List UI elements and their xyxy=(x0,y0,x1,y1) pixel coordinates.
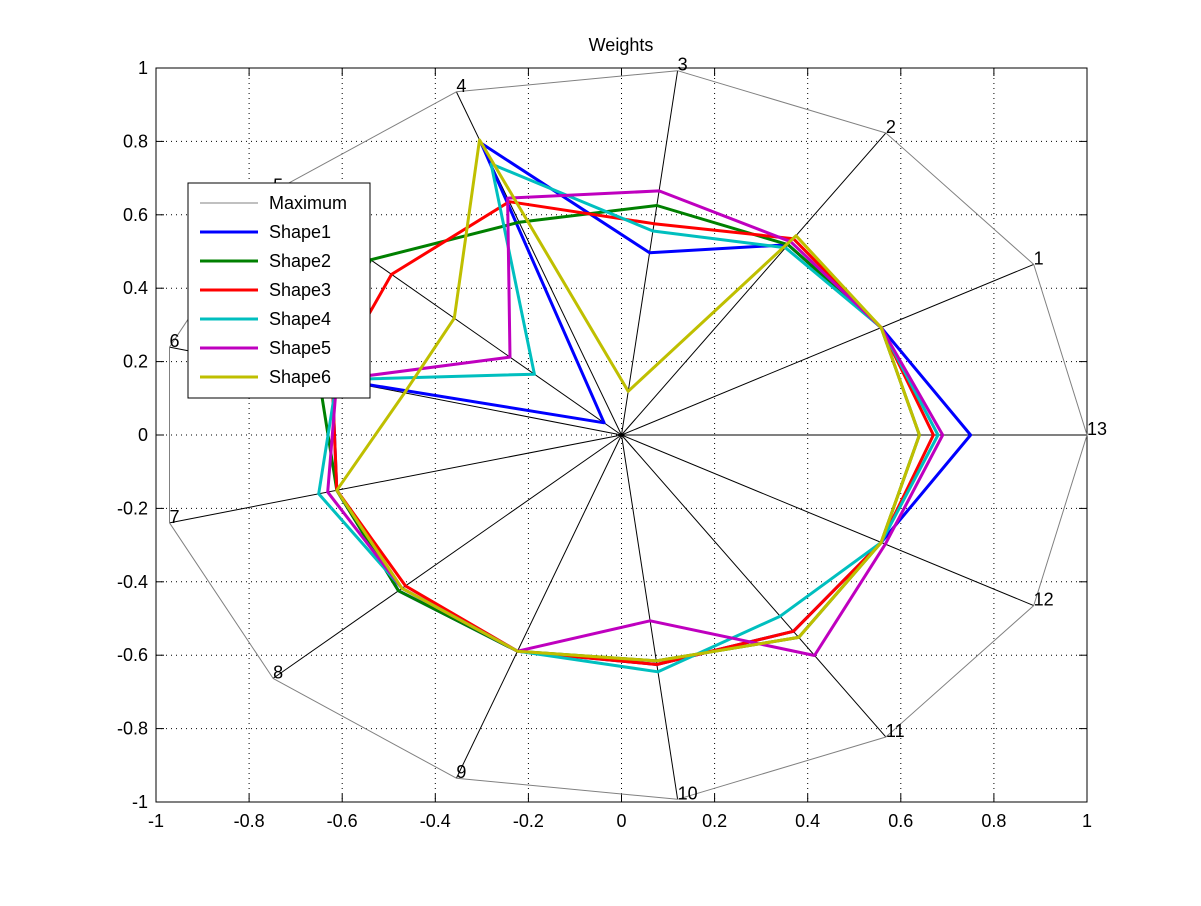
y-tick-labels: -1 -0.8 -0.6 -0.4 -0.2 0 0.2 0.4 0.6 0.8 1 xyxy=(117,58,148,812)
legend-label-shape2: Shape2 xyxy=(269,251,331,271)
radar-spoke xyxy=(621,434,679,800)
x-tick-label: -0.4 xyxy=(420,811,451,831)
spoke-label: 2 xyxy=(886,117,896,137)
y-tick-label: 0.6 xyxy=(123,205,148,225)
radar-spoke xyxy=(621,434,887,738)
legend-label-shape5: Shape5 xyxy=(269,338,331,358)
spoke-label: 3 xyxy=(678,55,688,75)
series-line-shape5 xyxy=(326,189,945,657)
spoke-label: 6 xyxy=(170,331,180,351)
x-tick-label: 0 xyxy=(616,811,626,831)
spoke-labels: 12345678910111213 xyxy=(170,55,1108,804)
spoke-label: 8 xyxy=(273,662,283,682)
x-tick-label: -0.8 xyxy=(234,811,265,831)
y-tick-label: 0.2 xyxy=(123,352,148,372)
radar-spoke xyxy=(272,434,622,679)
x-tick-label: -0.2 xyxy=(513,811,544,831)
x-tick-labels: -1 -0.8 -0.6 -0.4 -0.2 0 0.2 0.4 0.6 0.8 1 xyxy=(148,811,1092,831)
y-tick-label: 0.8 xyxy=(123,131,148,151)
spoke-label: 9 xyxy=(456,762,466,782)
y-tick-label: -1 xyxy=(132,792,148,812)
spoke-label: 12 xyxy=(1034,590,1054,610)
x-tick-label: 0.6 xyxy=(888,811,913,831)
spoke-label: 11 xyxy=(886,721,905,741)
y-tick-label: -0.2 xyxy=(117,498,148,518)
y-tick-label: -0.8 xyxy=(117,719,148,739)
radar-spoke xyxy=(621,434,1034,607)
x-tick-label: -0.6 xyxy=(327,811,358,831)
radar-spoke xyxy=(169,434,622,524)
radar-spoke xyxy=(621,132,887,436)
legend-label-shape6: Shape6 xyxy=(269,367,331,387)
y-tick-label: -0.6 xyxy=(117,645,148,665)
y-tick-label: 0 xyxy=(138,425,148,445)
legend-label-shape1: Shape1 xyxy=(269,222,331,242)
spoke-label: 4 xyxy=(456,76,466,96)
spoke-label: 10 xyxy=(678,783,698,803)
y-tick-label: 1 xyxy=(138,58,148,78)
x-tick-label: 0.2 xyxy=(702,811,727,831)
series-line-shape6 xyxy=(335,138,921,663)
radar-series xyxy=(169,70,1088,800)
series-line-maximum xyxy=(169,70,1088,800)
chart-title: Weights xyxy=(589,35,654,55)
x-tick-label: 1 xyxy=(1082,811,1092,831)
x-tick-label: 0.4 xyxy=(795,811,820,831)
y-tick-label: 0.4 xyxy=(123,278,148,298)
x-tick-label: -1 xyxy=(148,811,164,831)
legend-label-shape4: Shape4 xyxy=(269,309,331,329)
legend-label-shape3: Shape3 xyxy=(269,280,331,300)
x-tick-label: 0.8 xyxy=(981,811,1006,831)
spoke-label: 7 xyxy=(170,507,180,527)
spoke-label: 13 xyxy=(1087,419,1107,439)
legend-label-maximum: Maximum xyxy=(269,193,347,213)
y-tick-label: -0.4 xyxy=(117,572,148,592)
series-line-shape4 xyxy=(317,162,940,674)
legend: Maximum Shape1 Shape2 Shape3 Shape4 Shape5 Sha… xyxy=(187,182,371,399)
radar-spoke xyxy=(455,434,622,779)
spoke-label: 1 xyxy=(1034,248,1044,268)
radar-spoke xyxy=(621,263,1034,436)
